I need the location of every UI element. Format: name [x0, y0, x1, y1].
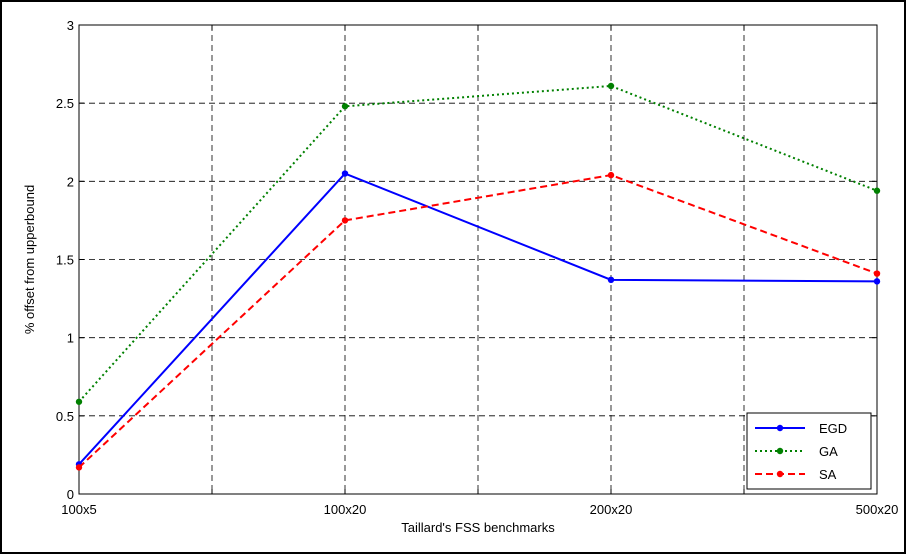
series-line-ga [78, 84, 878, 403]
x-tick-label: 100x20 [324, 502, 367, 517]
x-tick-label: 500x20 [856, 502, 899, 517]
data-point-sa [607, 171, 615, 179]
legend-marker-egd [776, 424, 784, 432]
legend-label-egd: EGD [819, 421, 847, 436]
data-point-sa [75, 464, 83, 471]
y-tick-label: 3 [67, 18, 74, 33]
data-point-sa [873, 270, 881, 277]
series-line-egd [78, 172, 878, 465]
y-tick-label: 2.5 [56, 96, 74, 111]
grid-lines [79, 25, 877, 494]
data-point-ga [75, 398, 83, 405]
legend-label-sa: SA [819, 467, 837, 482]
data-point-egd [873, 278, 881, 285]
y-axis-label: % offset from upperbound [22, 185, 37, 334]
y-tick-label: 1 [67, 331, 74, 346]
data-point-egd [607, 276, 615, 284]
data-point-sa [341, 217, 349, 224]
y-axis-ticks: 0 0.5 1 1.5 2 2.5 3 [56, 18, 877, 502]
data-point-ga [341, 103, 349, 110]
data-point-ga [873, 187, 881, 194]
y-tick-label: 0.5 [56, 409, 74, 424]
legend-marker-sa [776, 470, 784, 478]
series-group [75, 82, 881, 471]
legend-label-ga: GA [819, 444, 838, 459]
legend-marker-ga [776, 447, 784, 455]
y-tick-label: 0 [67, 487, 74, 502]
legend: EGD GA SA [746, 412, 872, 490]
y-tick-label: 1.5 [56, 253, 74, 268]
data-point-ga [607, 82, 615, 90]
data-point-egd [341, 170, 349, 177]
x-tick-label: 200x20 [590, 502, 633, 517]
series-line-sa [78, 174, 878, 469]
legend-box [746, 412, 872, 490]
x-axis-label: Taillard's FSS benchmarks [401, 520, 555, 535]
y-tick-label: 2 [67, 174, 74, 189]
x-axis-ticks: 100x5 100x20 200x20 500x20 [61, 25, 898, 517]
x-tick-label: 100x5 [61, 502, 96, 517]
